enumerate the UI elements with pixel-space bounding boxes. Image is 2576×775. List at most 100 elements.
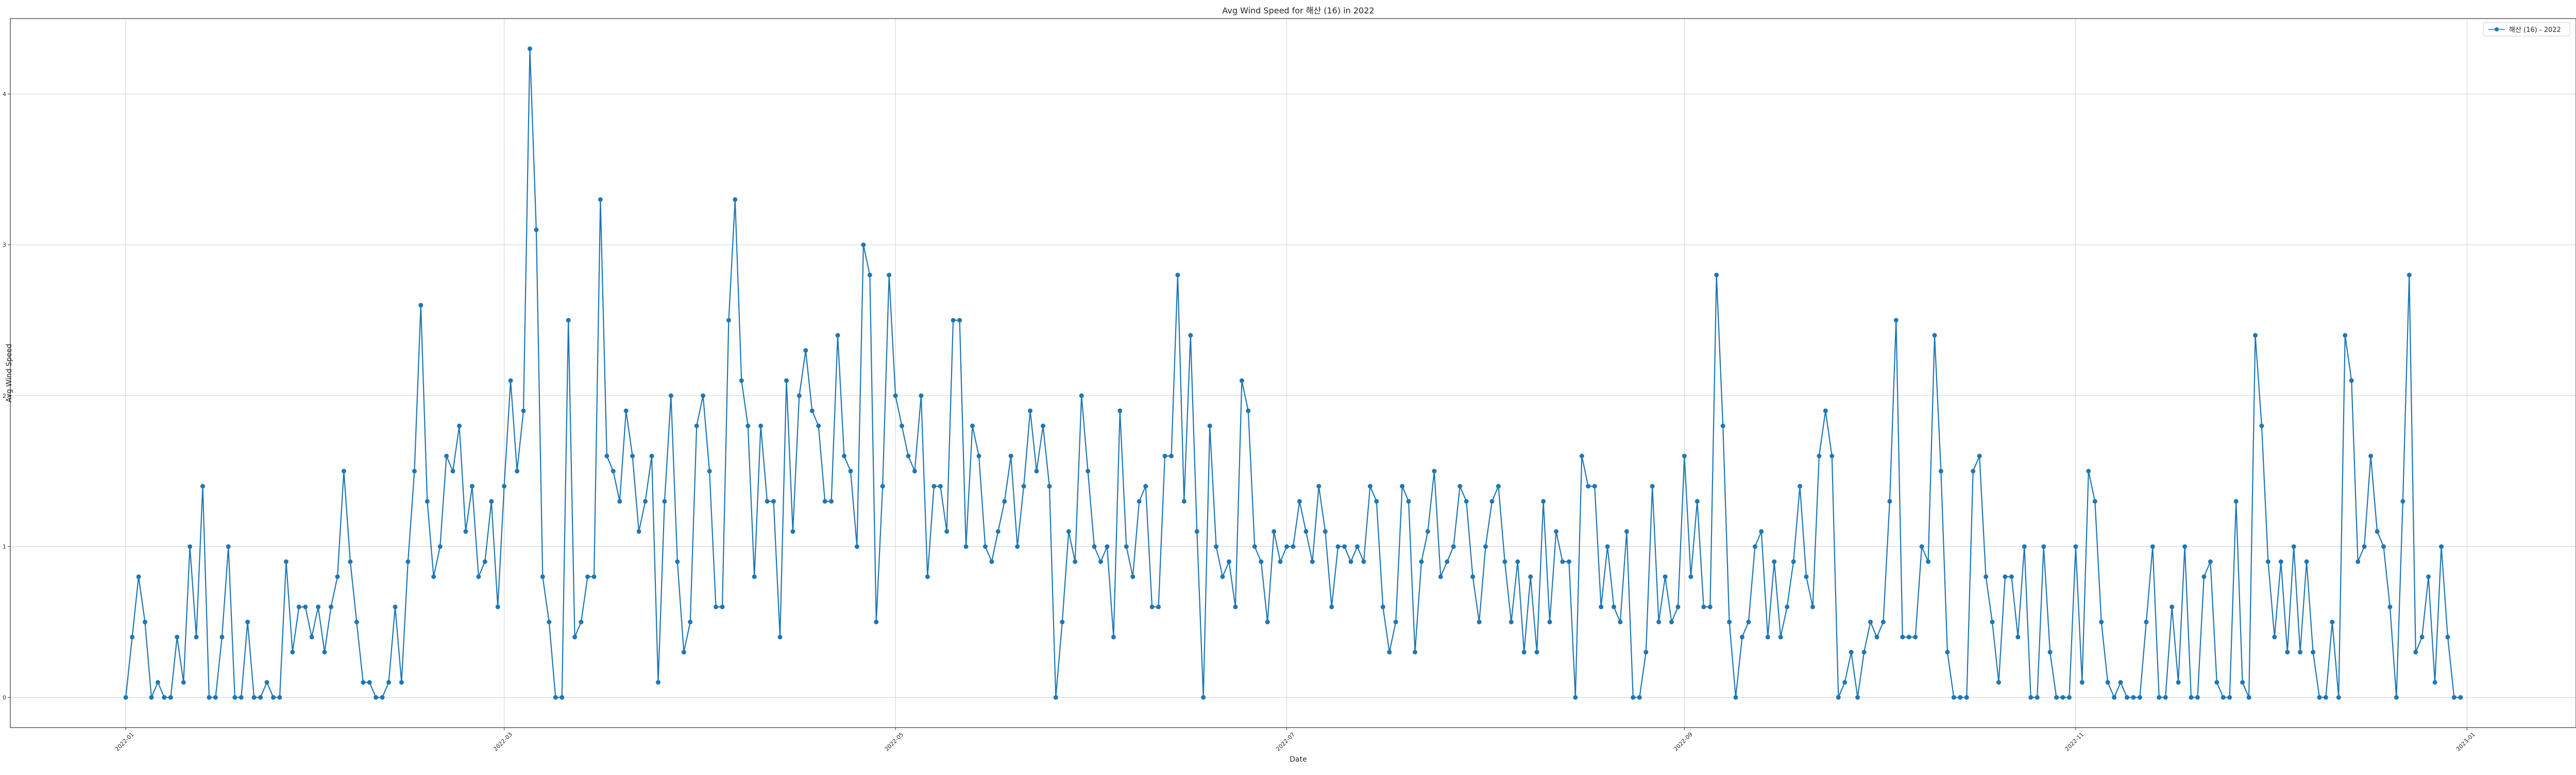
data-point (1919, 544, 1924, 549)
data-point (1130, 574, 1136, 579)
data-point (2432, 680, 2437, 685)
data-point (1432, 468, 1437, 474)
data-point (611, 468, 616, 474)
data-point (1227, 559, 1231, 564)
data-point (1714, 273, 1719, 278)
data-point (1958, 695, 1963, 700)
data-point (444, 453, 449, 459)
data-point (2157, 695, 2162, 700)
data-point (1951, 695, 1956, 700)
data-point (1278, 559, 1283, 564)
data-point (2426, 574, 2431, 579)
data-point (1880, 619, 1886, 625)
data-point (1759, 529, 1764, 534)
data-point (598, 197, 603, 202)
data-point (412, 468, 417, 474)
data-point (1586, 484, 1591, 489)
data-point (1643, 650, 1649, 655)
data-point (1893, 318, 1899, 323)
data-point (450, 468, 455, 474)
data-point (469, 484, 474, 489)
data-point (316, 604, 321, 610)
data-point (1791, 559, 1796, 564)
plot-frame (10, 18, 2576, 728)
data-point (1740, 634, 1744, 639)
data-point (2394, 695, 2399, 700)
data-point (521, 408, 526, 413)
data-point (784, 378, 789, 383)
data-point (2413, 650, 2418, 655)
data-point (2073, 544, 2078, 549)
data-point (976, 453, 981, 459)
data-point (1323, 529, 1328, 534)
data-point (534, 227, 539, 232)
data-point (2253, 333, 2258, 338)
data-point (367, 680, 372, 685)
data-point (662, 499, 667, 504)
data-point (1849, 650, 1854, 655)
data-point (591, 574, 597, 579)
data-point (2265, 559, 2270, 564)
data-point (822, 499, 827, 504)
data-point (1720, 424, 1725, 428)
data-point (1772, 559, 1777, 564)
data-point (1817, 453, 1822, 459)
data-point (2054, 695, 2059, 700)
data-point (136, 574, 141, 579)
data-point (2246, 695, 2251, 700)
data-point (1624, 529, 1629, 534)
data-point (2035, 695, 2040, 700)
data-point (2041, 544, 2046, 549)
data-point (630, 453, 635, 459)
data-point (1842, 680, 1848, 685)
data-point (867, 273, 872, 278)
data-point (232, 695, 238, 700)
data-point (309, 634, 314, 639)
data-point (463, 529, 468, 534)
data-point (1521, 650, 1527, 655)
data-point (707, 468, 712, 474)
data-point (2009, 574, 2014, 579)
data-point (1194, 529, 1199, 534)
data-point (1477, 619, 1482, 625)
data-point (2099, 619, 2104, 625)
data-point (1149, 604, 1155, 610)
data-point (1041, 424, 1045, 428)
data-point (739, 378, 744, 383)
data-point (1458, 484, 1463, 489)
data-point (1002, 499, 1007, 504)
data-point (777, 634, 783, 639)
data-point (1239, 378, 1244, 383)
data-point (835, 333, 840, 338)
data-point (296, 604, 301, 610)
data-point (283, 559, 289, 564)
data-point (1631, 695, 1636, 700)
y-tick-label: 3 (3, 242, 6, 248)
data-point (720, 604, 725, 610)
data-point (2112, 695, 2117, 700)
data-point (919, 393, 924, 398)
data-point (1823, 408, 1828, 413)
data-point (1579, 453, 1584, 459)
data-point (2317, 695, 2322, 700)
data-point (495, 604, 500, 610)
data-point (1804, 574, 1809, 579)
data-point (1752, 544, 1757, 549)
data-point (1663, 574, 1668, 579)
data-point (258, 695, 263, 700)
data-point (2349, 378, 2354, 383)
x-axis-label: Date (1290, 755, 1307, 764)
data-point (2092, 499, 2097, 504)
data-point (2227, 695, 2232, 700)
data-point (194, 634, 199, 639)
data-point (1451, 544, 1456, 549)
data-point (271, 695, 276, 700)
legend: 해산 (16) - 2022 (2483, 22, 2570, 37)
data-point (1554, 529, 1558, 534)
data-point (694, 424, 699, 428)
data-point (2445, 634, 2450, 639)
data-point (245, 619, 250, 625)
series-line (125, 48, 2461, 698)
data-point (1528, 574, 1533, 579)
data-point (579, 619, 584, 625)
